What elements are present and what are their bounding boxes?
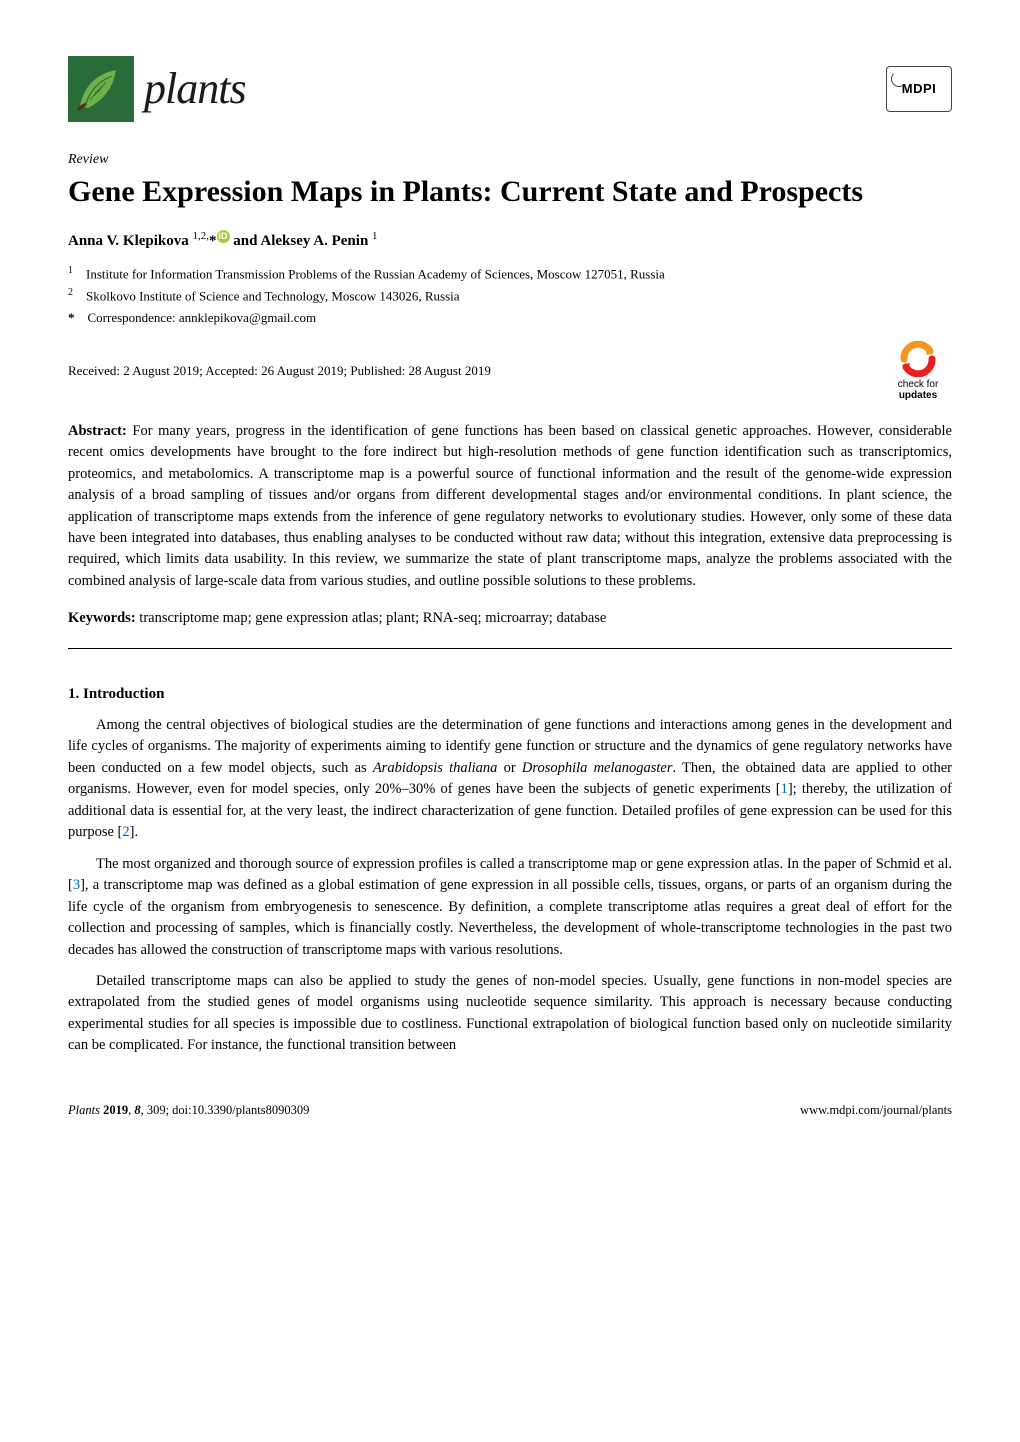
ref-link-1[interactable]: 1 (781, 781, 788, 797)
check-for-updates-badge[interactable]: check for updates (884, 341, 952, 401)
correspondence: * Correspondence: annklepikova@gmail.com (90, 308, 952, 327)
keywords-label: Keywords: (68, 610, 136, 626)
dates-row: Received: 2 August 2019; Accepted: 26 Au… (68, 341, 952, 401)
footer-citation: Plants 2019, 8, 309; doi:10.3390/plants8… (68, 1101, 309, 1120)
check-updates-label-2: updates (884, 390, 952, 401)
keywords-text: transcriptome map; gene expression atlas… (136, 610, 607, 626)
journal-logo-block: plants (68, 56, 246, 122)
footer-year: 2019 (103, 1103, 128, 1117)
corr-mark: * (68, 310, 75, 325)
journal-leaf-icon (68, 56, 134, 122)
check-updates-label-1: check for (884, 379, 952, 390)
affiliation-2: 2 Skolkovo Institute of Science and Tech… (90, 286, 952, 306)
intro-para-1: Among the central objectives of biologic… (68, 715, 952, 844)
journal-name: plants (144, 56, 246, 121)
p1-species-2: Drosophila melanogaster (522, 760, 673, 776)
section-1-heading: 1. Introduction (68, 683, 952, 705)
intro-para-3: Detailed transcriptome maps can also be … (68, 971, 952, 1057)
affiliation-1: 1 Institute for Information Transmission… (90, 264, 952, 284)
p2-text-b: ], a transcriptome map was defined as a … (68, 877, 952, 957)
author-2-affil-sup: 1 (372, 230, 378, 242)
footer-url: www.mdpi.com/journal/plants (800, 1101, 952, 1120)
author-separator: and (230, 233, 261, 249)
publisher-logo-text: MDPI (902, 79, 937, 98)
intro-para-2: The most organized and thorough source o… (68, 854, 952, 961)
author-1-name: Anna V. Klepikova (68, 233, 193, 249)
article-type: Review (68, 150, 952, 171)
ref-link-2[interactable]: 2 (122, 824, 129, 840)
abstract: Abstract: For many years, progress in th… (68, 421, 952, 593)
publication-dates: Received: 2 August 2019; Accepted: 26 Au… (68, 361, 491, 380)
affil-2-num: 2 (68, 287, 73, 298)
keywords: Keywords: transcriptome map; gene expres… (68, 608, 952, 629)
publisher-logo: MDPI (886, 66, 952, 112)
keywords-rule (68, 648, 952, 649)
affil-2-text: Skolkovo Institute of Science and Techno… (86, 288, 460, 303)
affil-1-text: Institute for Information Transmission P… (86, 267, 665, 282)
article-title: Gene Expression Maps in Plants: Current … (68, 173, 952, 211)
footer-journal: Plants (68, 1103, 103, 1117)
p1-species-1: Arabidopsis thaliana (373, 760, 498, 776)
check-updates-icon (900, 341, 936, 377)
corr-text: Correspondence: annklepikova@gmail.com (88, 310, 317, 325)
ref-link-3[interactable]: 3 (73, 877, 80, 893)
abstract-text: For many years, progress in the identifi… (68, 423, 952, 589)
p1-text-b: or (497, 760, 521, 776)
abstract-label: Abstract: (68, 423, 127, 439)
affiliations-block: 1 Institute for Information Transmission… (68, 264, 952, 326)
author-2-name: Aleksey A. Penin (260, 233, 372, 249)
author-1-affil-sup: 1,2, (193, 230, 210, 242)
orcid-icon[interactable]: iD (217, 230, 230, 243)
page-footer: Plants 2019, 8, 309; doi:10.3390/plants8… (68, 1101, 952, 1120)
author-list: Anna V. Klepikova 1,2,*iD and Aleksey A.… (68, 228, 952, 252)
author-1-corresponding-mark: * (209, 233, 217, 249)
p1-text-e: ]. (130, 824, 138, 840)
affil-1-num: 1 (68, 265, 73, 276)
page-header: plants MDPI (68, 56, 952, 122)
